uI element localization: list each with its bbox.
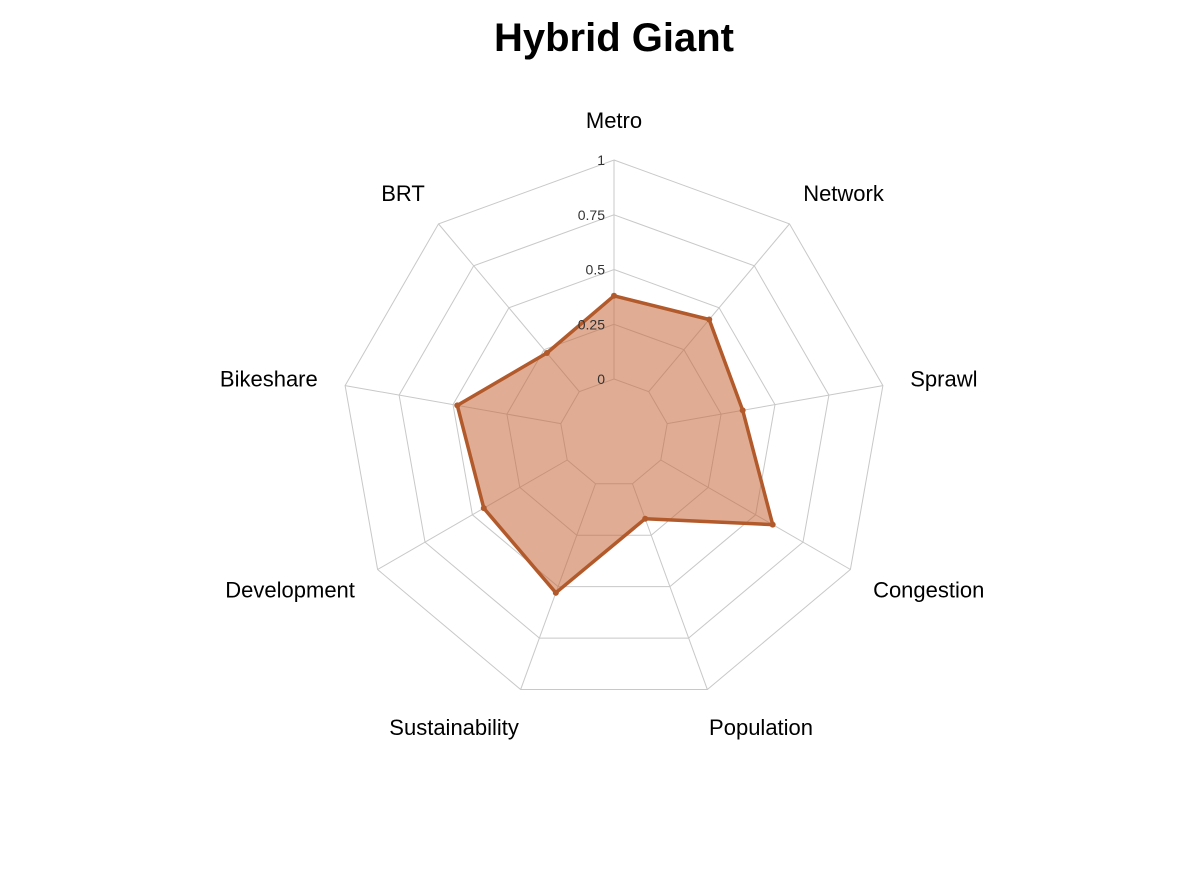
axis-label-development: Development — [225, 578, 355, 603]
axis-label-network: Network — [803, 181, 885, 206]
tick-label: 0.25 — [578, 316, 605, 332]
tick-label: 1 — [597, 152, 605, 168]
axis-label-congestion: Congestion — [873, 578, 984, 603]
axis-label-metro: Metro — [586, 108, 642, 133]
tick-label: 0.5 — [586, 262, 606, 278]
grid-ring-3 — [398, 214, 830, 639]
tick-label: 0.75 — [578, 207, 605, 223]
axis-label-sustainability: Sustainability — [389, 715, 519, 740]
axis-label-population: Population — [709, 715, 813, 740]
radar-series — [454, 292, 776, 596]
chart-title: Hybrid Giant — [493, 16, 735, 60]
series-area-0 — [455, 294, 775, 595]
data-point-5 — [552, 589, 559, 596]
data-point-0 — [611, 292, 617, 299]
data-point-6 — [480, 505, 487, 512]
data-point-1 — [706, 316, 713, 323]
data-point-4 — [642, 515, 649, 522]
data-point-8 — [543, 350, 550, 357]
data-point-3 — [769, 521, 776, 528]
tick-label: 0 — [597, 371, 605, 387]
grid-ring-2 — [452, 268, 776, 588]
data-point-2 — [739, 407, 746, 414]
axis-label-brt: BRT — [381, 181, 425, 206]
radar-axis-labels: Metro Network Sprawl Congestion Population Su… — [220, 108, 984, 740]
data-point-7 — [454, 402, 461, 409]
axis-label-bikeshare: Bikeshare — [220, 367, 318, 392]
axis-label-sprawl: Sprawl — [910, 367, 977, 392]
radar-tick-labels: 0 0.25 0.5 0.75 1 — [578, 152, 605, 387]
grid-ring-4 — [344, 159, 884, 690]
